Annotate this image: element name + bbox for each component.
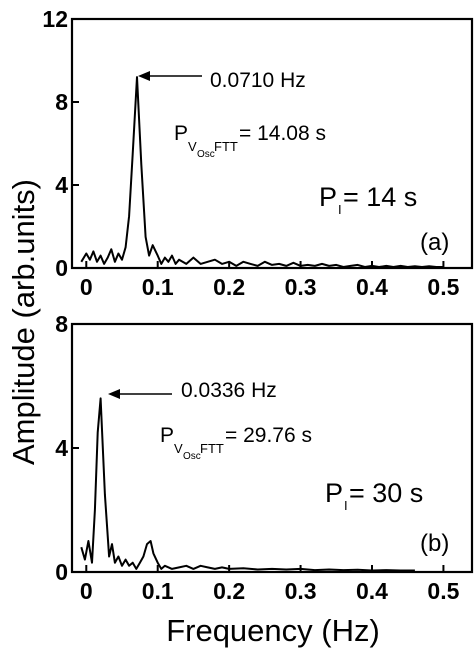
peak-label-b: 0.0336 Hz — [181, 379, 277, 402]
period-input-sub-b: I — [344, 498, 348, 513]
peak-arrowhead-b — [108, 389, 120, 399]
panel-label-b: (b) — [420, 530, 449, 557]
period-fft-sub-v-a: V — [188, 139, 197, 154]
period-fft-value-a: = 14.08 s — [239, 122, 326, 145]
x-tick-label-b: 0.5 — [427, 578, 459, 604]
period-fft-value-b: = 29.76 s — [225, 424, 312, 447]
period-fft-label-a: P V Osc FTT = 14.08 s — [174, 122, 326, 160]
peak-label-a: 0.0710 Hz — [210, 69, 306, 92]
x-tick-label-a: 0 — [80, 274, 93, 300]
ticks-a: 0 0.1 0.2 0.3 0.4 0.5 0 4 8 12 — [42, 6, 459, 300]
period-fft-sub-v-b: V — [174, 441, 183, 456]
period-fft-sub-osc-b: Osc — [183, 451, 201, 462]
period-fft-p-b: P — [160, 424, 174, 447]
panel-b: 0 0.1 0.2 0.3 0.4 0.5 0 4 8 0.0336 Hz P V Osc FT… — [55, 311, 474, 604]
plot-frame-a — [70, 17, 474, 270]
x-tick-label-b: 0.2 — [213, 578, 245, 604]
x-tick-label-b: 0.3 — [285, 578, 317, 604]
period-fft-label-b: P V Osc FTT = 29.76 s — [160, 424, 312, 462]
x-tick-label-b: 0 — [80, 578, 93, 604]
x-tick-label-a: 0.2 — [213, 274, 245, 300]
y-tick-label-a: 8 — [55, 89, 68, 115]
panel-a: 0 0.1 0.2 0.3 0.4 0.5 0 4 8 12 0.0710 Hz P V Osc … — [42, 6, 474, 300]
spectrum-trace-b — [80, 397, 415, 572]
plot-frame-b — [70, 322, 474, 574]
ticks-b: 0 0.1 0.2 0.3 0.4 0.5 0 4 8 — [55, 311, 459, 604]
period-input-label-b: P I = 30 s — [325, 478, 423, 513]
x-axis-title: Frequency (Hz) — [166, 613, 380, 648]
peak-arrowhead-a — [138, 71, 150, 81]
x-tick-label-b: 0.4 — [356, 578, 388, 604]
y-tick-label-a: 12 — [42, 6, 68, 32]
y-tick-label-a: 0 — [55, 255, 68, 281]
y-axis-title: Amplitude (arb.units) — [6, 179, 41, 465]
period-input-sub-a: I — [338, 202, 342, 217]
period-input-value-b: = 30 s — [349, 478, 423, 508]
panel-label-a: (a) — [420, 229, 449, 256]
period-input-p-b: P — [325, 478, 343, 508]
period-fft-sub-ftt-b: FTT — [200, 441, 224, 456]
peak-annotation-b: 0.0336 Hz — [108, 379, 277, 402]
x-tick-label-a: 0.4 — [356, 274, 388, 300]
peak-annotation-a: 0.0710 Hz — [138, 69, 306, 92]
x-tick-label-a: 0.5 — [427, 274, 459, 300]
y-tick-label-b: 0 — [55, 559, 68, 585]
x-tick-label-b: 0.1 — [142, 578, 174, 604]
y-tick-label-b: 8 — [55, 311, 68, 337]
y-tick-label-a: 4 — [55, 172, 68, 198]
x-tick-label-a: 0.3 — [285, 274, 317, 300]
spectrum-trace-a — [80, 76, 444, 268]
period-input-label-a: P I = 14 s — [319, 182, 417, 217]
period-fft-sub-osc-a: Osc — [197, 149, 215, 160]
period-input-p-a: P — [319, 182, 337, 212]
y-tick-label-b: 4 — [55, 435, 68, 461]
period-fft-p-a: P — [174, 122, 188, 145]
period-fft-sub-ftt-a: FTT — [214, 139, 238, 154]
period-input-value-a: = 14 s — [343, 182, 417, 212]
x-tick-label-a: 0.1 — [142, 274, 174, 300]
